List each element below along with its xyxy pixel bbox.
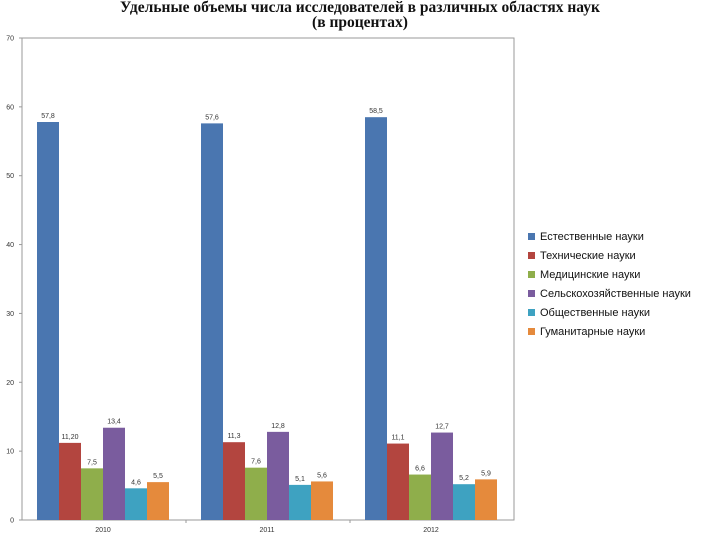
bar: [475, 479, 497, 520]
legend-swatch: [528, 328, 535, 335]
data-label: 12,8: [271, 423, 285, 430]
bar: [267, 431, 289, 520]
data-label: 57,8: [41, 113, 55, 120]
data-label: 5,1: [295, 476, 305, 483]
bars: [37, 117, 497, 521]
legend-entry: Сельскохозяйственные науки: [540, 288, 691, 300]
bar: [125, 488, 147, 520]
data-label: 4,6: [131, 479, 141, 486]
y-tick-label: 10: [6, 449, 14, 456]
legend-swatch: [528, 252, 535, 259]
y-tick-label: 50: [6, 173, 14, 180]
y-axis: 0 10 20 30 40 50 60 70: [6, 36, 22, 525]
x-category-label: 2011: [259, 527, 274, 534]
legend-swatch: [528, 233, 535, 240]
legend-swatch: [528, 309, 535, 316]
bar: [37, 122, 59, 521]
bar: [201, 123, 223, 520]
data-label: 6,6: [415, 466, 425, 473]
legend-entry: Естественные науки: [540, 231, 644, 243]
bar: [289, 484, 311, 520]
y-tick-label: 20: [6, 380, 14, 387]
data-label: 58,5: [369, 108, 383, 115]
legend-swatch: [528, 290, 535, 297]
data-labels: 57,8 11,20 7,5 13,4 4,6 5,5 57,6 11,3 7,6 12,8 5,1…: [41, 108, 491, 486]
bar: [365, 117, 387, 520]
bar: [245, 467, 267, 520]
bar: [81, 468, 103, 520]
legend-entry: Технические науки: [540, 250, 636, 262]
bar: [311, 481, 333, 520]
data-label: 5,9: [481, 470, 491, 477]
data-label: 12,7: [435, 424, 449, 431]
data-label: 5,6: [317, 472, 327, 479]
bar: [59, 442, 81, 520]
legend-entry: Общественные науки: [540, 307, 650, 319]
chart-title-main: Удельные объемы числа исследователей в р…: [120, 0, 600, 16]
legend-swatch: [528, 271, 535, 278]
y-tick-label: 40: [6, 242, 14, 249]
bar: [431, 432, 453, 520]
x-category-label: 2012: [423, 527, 439, 534]
data-label: 5,2: [459, 475, 469, 482]
y-tick-label: 70: [6, 36, 14, 43]
x-axis: 2010 2011 2012: [95, 520, 439, 534]
data-label: 13,4: [107, 419, 121, 426]
bar: [223, 442, 245, 520]
bar: [387, 443, 409, 520]
data-label: 7,5: [87, 459, 97, 466]
legend-entry: Гуманитарные науки: [540, 326, 645, 338]
legend: Естественные науки Технические науки Медиц…: [528, 231, 691, 338]
x-category-label: 2010: [95, 527, 111, 534]
bar: [409, 474, 431, 520]
data-label: 11,20: [62, 434, 79, 441]
chart-subtitle: (в процентах): [312, 14, 408, 31]
data-label: 5,5: [153, 473, 163, 480]
bar: [103, 427, 125, 520]
data-label: 11,1: [391, 435, 404, 442]
data-label: 11,3: [227, 433, 240, 440]
y-tick-label: 0: [10, 518, 14, 525]
data-label: 57,6: [205, 114, 219, 121]
chart-title: Удельные объемы числа исследователей в р…: [0, 0, 720, 30]
legend-entry: Медицинские науки: [540, 269, 640, 281]
bar: [147, 482, 169, 520]
y-tick-label: 30: [6, 311, 14, 318]
data-label: 7,6: [251, 459, 261, 466]
y-tick-label: 60: [6, 104, 14, 111]
bar: [453, 484, 475, 520]
